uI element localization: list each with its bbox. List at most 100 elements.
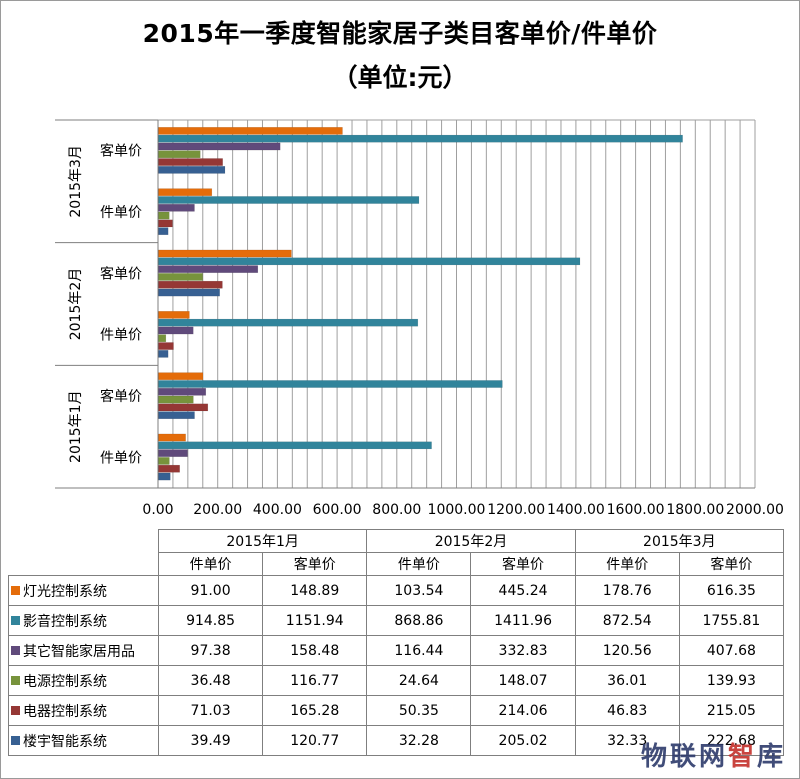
bar — [158, 196, 420, 204]
table-cell: 1755.81 — [678, 605, 785, 636]
table-row: 灯光控制系统 91.00 148.89 103.54 445.24 178.76 616.3… — [8, 575, 785, 606]
x-tick-label: 1800.00 — [666, 502, 724, 518]
table-cell: 120.77 — [262, 725, 368, 756]
table-row: 楼宇智能系统 39.49 120.77 32.28 205.02 32.33 222.68 — [8, 725, 785, 756]
table-row: 影音控制系统 914.85 1151.94 868.86 1411.96 872.54 17… — [8, 605, 785, 636]
table-cell: 71.03 — [157, 695, 264, 726]
data-table: 2015年1月 2015年2月 2015年3月 件单价 客单价 件单价 客单价 件单价 客单价灯… — [8, 529, 785, 756]
x-tick-label: 600.00 — [313, 502, 362, 518]
table-cell: 116.44 — [366, 635, 472, 666]
y-category-label: 件单价 — [100, 205, 142, 221]
bar — [158, 433, 186, 442]
table-metric-header: 客单价 — [678, 552, 785, 576]
table-cell: 32.33 — [574, 725, 680, 756]
legend-swatch — [11, 706, 20, 715]
table-row-header: 其它智能家居用品 — [8, 635, 159, 666]
table-cell: 32.28 — [366, 725, 472, 756]
table-cell: 165.28 — [262, 695, 368, 726]
legend-label: 灯光控制系统 — [23, 583, 107, 600]
bar — [158, 288, 220, 297]
table-month-header: 2015年2月 — [366, 529, 576, 553]
bar — [158, 166, 226, 174]
table-cell: 215.05 — [678, 695, 785, 726]
table-cell: 616.35 — [678, 575, 785, 606]
x-tick-label: 1600.00 — [607, 502, 665, 518]
x-tick-label: 400.00 — [253, 502, 302, 518]
bar — [158, 257, 581, 266]
bar — [158, 188, 213, 197]
legend-label: 楼宇智能系统 — [23, 733, 107, 750]
table-cell: 914.85 — [157, 605, 264, 636]
legend-label: 其它智能家居用品 — [23, 643, 135, 660]
table-row: 电源控制系统 36.48 116.77 24.64 148.07 36.01 139.93 — [8, 665, 785, 696]
legend-label: 影音控制系统 — [23, 613, 107, 630]
table-cell: 178.76 — [574, 575, 680, 606]
x-tick-label: 2000.00 — [726, 502, 784, 518]
bar — [158, 449, 188, 457]
table-cell: 91.00 — [157, 575, 264, 606]
bar — [158, 441, 432, 450]
table-row-header: 灯光控制系统 — [8, 575, 159, 606]
chart-title: 2015年一季度智能家居子类目客单价/件单价 — [142, 19, 658, 48]
table-cell: 332.83 — [470, 635, 576, 666]
table-cell: 872.54 — [574, 605, 680, 636]
y-category-label: 客单价 — [100, 143, 142, 160]
bar — [158, 265, 259, 273]
x-tick-label: 1400.00 — [547, 502, 605, 518]
table-cell: 97.38 — [157, 635, 264, 666]
bar — [158, 380, 503, 388]
y-group-label: 2015年1月 — [68, 390, 84, 463]
table-metric-header: 客单价 — [262, 552, 368, 576]
legend-swatch — [11, 586, 20, 595]
y-category-label: 客单价 — [100, 388, 142, 405]
table-cell: 50.35 — [366, 695, 472, 726]
bar — [158, 158, 223, 166]
table-metric-header: 件单价 — [366, 552, 472, 576]
bar-chart: 0.00 200.00 400.00 600.00 800.00 1000.00 1200.… — [55, 119, 784, 518]
bar — [158, 219, 173, 228]
bar — [158, 411, 195, 420]
table-row-header: 电源控制系统 — [8, 665, 159, 696]
table-row-header: 楼宇智能系统 — [8, 725, 159, 756]
table-metric-header: 客单价 — [470, 552, 576, 576]
table-row: 其它智能家居用品 97.38 158.48 116.44 332.83 120.56 407… — [8, 635, 785, 666]
legend-swatch — [11, 676, 20, 685]
bar — [158, 142, 281, 151]
bar — [158, 280, 223, 289]
bar — [158, 472, 171, 481]
table-cell: 120.56 — [574, 635, 680, 666]
table-cell: 39.49 — [157, 725, 264, 756]
bar — [158, 318, 419, 327]
bar — [158, 249, 292, 258]
table-cell: 445.24 — [470, 575, 576, 606]
table-corner — [8, 552, 159, 576]
legend-label: 电器控制系统 — [23, 703, 107, 720]
y-group-label: 2015年3月 — [68, 145, 84, 218]
table-month-header: 2015年1月 — [157, 529, 368, 553]
table-cell: 1151.94 — [262, 605, 368, 636]
watermark-text-3: 库 — [756, 742, 786, 772]
table-cell: 103.54 — [366, 575, 472, 606]
table-cell: 868.86 — [366, 605, 472, 636]
table-row-header: 电器控制系统 — [8, 695, 159, 726]
table-cell: 148.07 — [470, 665, 576, 696]
x-tick-label: 1000.00 — [428, 502, 486, 518]
x-tick-label: 200.00 — [193, 502, 242, 518]
bar — [158, 457, 170, 465]
table-cell: 116.77 — [262, 665, 368, 696]
y-category-label: 客单价 — [100, 265, 142, 282]
table-header-metrics: 件单价 客单价 件单价 客单价 件单价 客单价 — [8, 552, 785, 576]
table-cell: 148.89 — [262, 575, 368, 606]
table-corner — [9, 530, 159, 553]
y-category-label: 件单价 — [100, 450, 142, 466]
bar — [158, 372, 204, 381]
y-category-label: 件单价 — [100, 328, 142, 344]
table-cell: 158.48 — [262, 635, 368, 666]
legend-swatch — [11, 736, 20, 745]
table-row: 电器控制系统 71.03 165.28 50.35 214.06 46.83 215.05 — [8, 695, 785, 726]
bar — [158, 464, 180, 473]
legend-swatch — [11, 616, 20, 625]
table-cell: 36.01 — [574, 665, 680, 696]
bar — [158, 403, 209, 412]
table-cell: 222.68 — [678, 725, 785, 756]
